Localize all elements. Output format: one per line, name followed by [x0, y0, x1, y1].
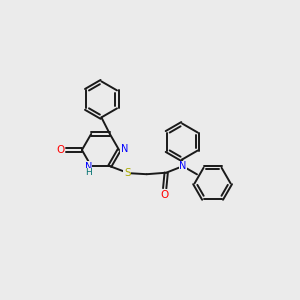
Text: H: H — [85, 168, 92, 177]
Text: O: O — [56, 145, 64, 155]
Text: O: O — [160, 190, 169, 200]
Text: N: N — [179, 161, 186, 171]
Text: S: S — [124, 168, 130, 178]
Text: N: N — [85, 162, 92, 172]
Text: N: N — [121, 143, 128, 154]
